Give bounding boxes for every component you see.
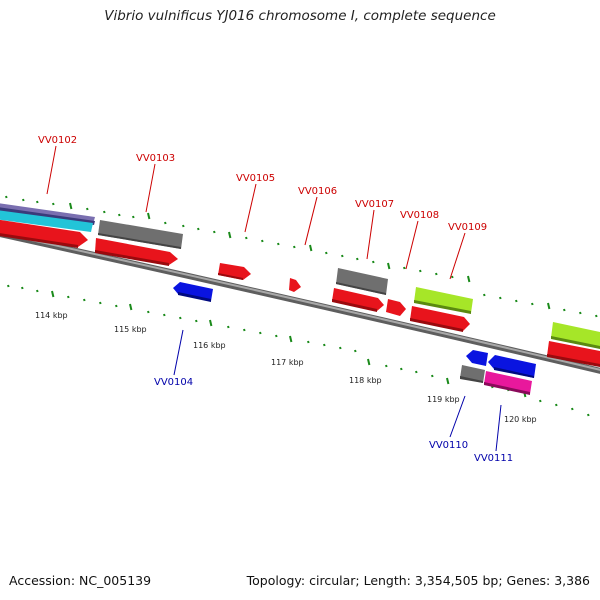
genome-backbone: [0, 231, 600, 374]
gene-label: VV0109: [448, 222, 487, 233]
gene-label: VV0104: [154, 377, 193, 388]
label-leader-lines: [46, 145, 502, 452]
scale-label: 120 kbp: [504, 415, 537, 424]
scale-label: 115 kbp: [114, 325, 147, 334]
gene-feature-vv0109[interactable]: [410, 287, 473, 332]
gene-feature-vv0103[interactable]: [95, 220, 183, 266]
gene-label: VV0107: [355, 199, 394, 210]
gene-label: VV0105: [236, 173, 275, 184]
scale-label: 116 kbp: [193, 341, 226, 350]
gene-feature-vv0107[interactable]: [332, 268, 388, 312]
gene-label: VV0103: [136, 153, 175, 164]
gene-label: VV0102: [38, 135, 77, 146]
gene-label: VV0106: [298, 186, 337, 197]
gene-feature-vv0111[interactable]: [484, 355, 536, 395]
gene-feature-vv0102[interactable]: [0, 202, 95, 248]
scale-label: 117 kbp: [271, 358, 304, 367]
map-title: Vibrio vulnificus YJ016 chromosome I, co…: [104, 8, 496, 24]
gene-feature-vv0104[interactable]: [173, 282, 213, 302]
gene-feature-vv0108[interactable]: [386, 299, 406, 316]
scale-label: 118 kbp: [349, 376, 382, 385]
gene-label: VV0108: [400, 210, 439, 221]
gene-feature-vv0105[interactable]: [218, 263, 251, 280]
scale-label: 119 kbp: [427, 395, 460, 404]
gene-feature-vv0106[interactable]: [289, 278, 301, 292]
genome-summary: Topology: circular; Length: 3,354,505 bp…: [246, 573, 590, 588]
gene-feature-right-edge[interactable]: [547, 322, 600, 368]
gene-label: VV0111: [474, 453, 513, 464]
gene-feature-vv0110[interactable]: [460, 350, 488, 383]
accession-label: Accession: NC_005139: [9, 573, 152, 588]
forward-tick-track: [5, 195, 598, 318]
gene-label: VV0110: [429, 440, 468, 451]
scale-label: 114 kbp: [35, 311, 68, 320]
